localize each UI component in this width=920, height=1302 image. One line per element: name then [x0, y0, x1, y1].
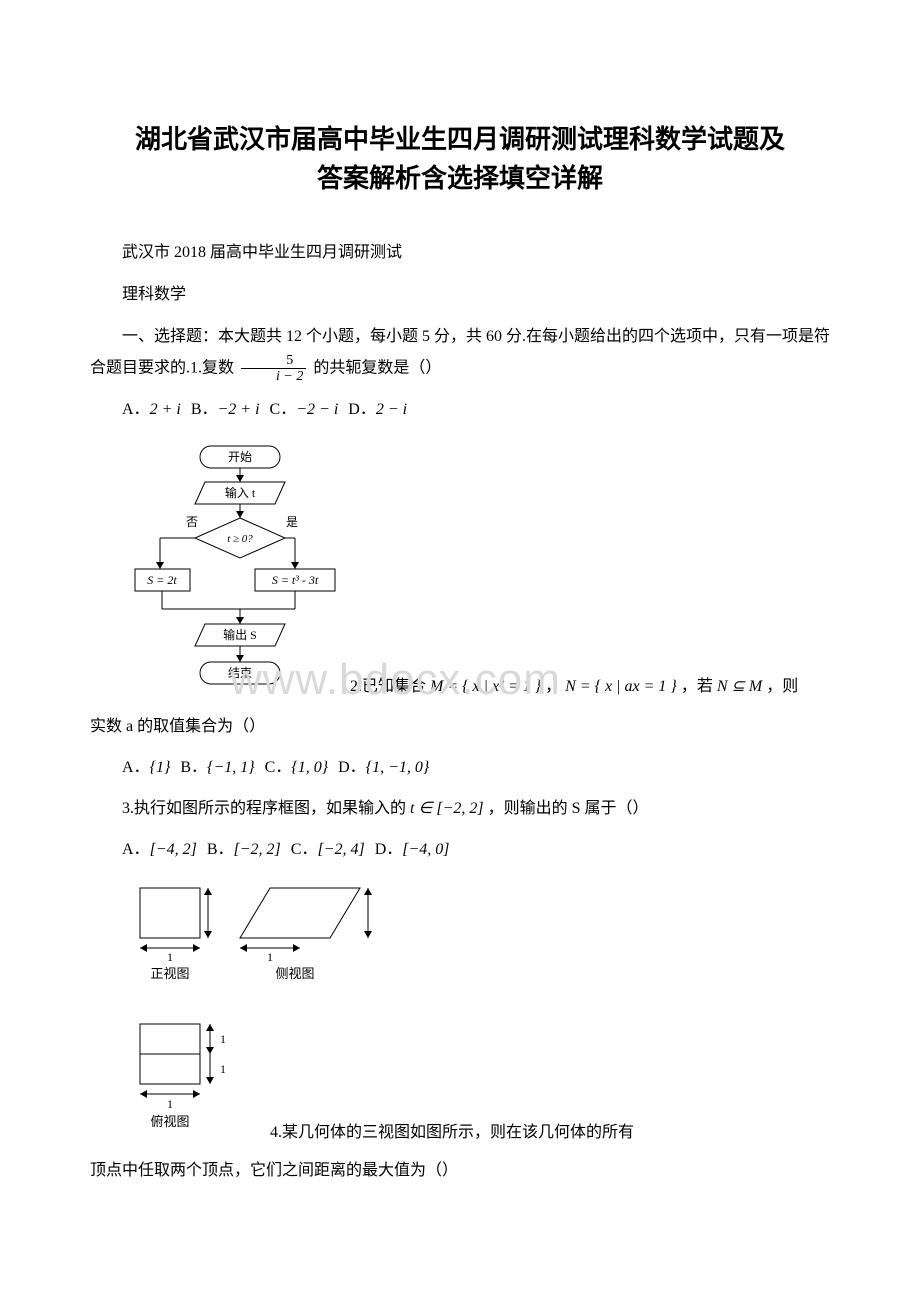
- q4-text-line1: 4.某几何体的三视图如图所示，则在该几何体的所有: [270, 1118, 634, 1156]
- fc-end: 结束: [228, 666, 252, 680]
- q2-pre: 2.已知集合: [350, 678, 430, 695]
- q1-text-pre: 一、选择题：本大题共 12 个小题，每小题 5 分，共 60 分.在每小题给出的…: [90, 328, 830, 376]
- q3-pre: 3.执行如图所示的程序框图，如果输入的: [122, 800, 410, 817]
- q3-t: t ∈ [−2, 2]: [410, 800, 484, 817]
- q1-opt-d: 2 − i: [376, 401, 407, 418]
- q1-opt-c: −2 − i: [296, 401, 338, 418]
- label-top: 俯视图: [150, 1114, 189, 1129]
- fc-output: 输出 S: [223, 627, 257, 642]
- q2-line2: 实数 a 的取值集合为（）: [90, 712, 830, 742]
- title-line1: 湖北省武汉市届高中毕业生四月调研测试理科数学试题及: [135, 125, 785, 154]
- q3-opt-a: [−4, 2]: [150, 841, 197, 858]
- subtitle: 武汉市 2018 届高中毕业生四月调研测试: [90, 238, 830, 262]
- q2-sub: N ⊆ M: [717, 678, 762, 695]
- q2-line1: 2.已知集合 M = { x | x² = 1 } ， N = { x | ax…: [350, 672, 830, 712]
- three-views: 1 正视图 1 侧视图: [130, 876, 830, 1006]
- fc-start: 开始: [228, 450, 252, 464]
- fc-yes: 是: [286, 515, 298, 529]
- fc-no: 否: [186, 515, 198, 529]
- page-title: 湖北省武汉市届高中毕业生四月调研测试理科数学试题及 答案解析含选择填空详解: [90, 120, 830, 198]
- q3-after: ，则输出的 S 属于（）: [488, 800, 649, 817]
- unit-side: 1: [267, 950, 273, 964]
- q2-after: ，则: [766, 678, 798, 695]
- unit-top-h: 1: [167, 1097, 173, 1111]
- q1-num: 5: [241, 353, 306, 369]
- subject-line: 理科数学: [90, 280, 830, 310]
- section1-intro: 一、选择题：本大题共 12 个小题，每小题 5 分，共 60 分.在每小题给出的…: [90, 322, 830, 384]
- q1-text-after: 的共轭复数是（）: [313, 359, 441, 376]
- q3-text: 3.执行如图所示的程序框图，如果输入的 t ∈ [−2, 2] ，则输出的 S …: [90, 794, 830, 824]
- q2-opt-a: {1}: [150, 759, 171, 776]
- title-line2: 答案解析含选择填空详解: [317, 164, 603, 193]
- q1-den: i − 2: [241, 369, 306, 384]
- label-front: 正视图: [150, 966, 189, 981]
- unit-top-v1: 1: [220, 1032, 226, 1046]
- q2-c1: ，: [545, 678, 561, 695]
- q1-fraction: 5 i − 2: [241, 353, 306, 385]
- q2-opt-c: {1, 0}: [291, 759, 328, 776]
- q3-options: A．[−4, 2] B．[−2, 2] C．[−2, 4] D．[−4, 0]: [90, 837, 830, 863]
- unit-front: 1: [167, 950, 173, 964]
- q2-M: M = { x | x² = 1 }: [430, 678, 541, 695]
- q4-line2: 顶点中任取两个顶点，它们之间距离的最大值为（）: [90, 1156, 830, 1186]
- q3-opt-c: [−2, 4]: [317, 841, 364, 858]
- q2-N: N = { x | ax = 1 }: [565, 678, 677, 695]
- q2-c2: ，若: [681, 678, 717, 695]
- q1-opt-b: −2 + i: [218, 401, 260, 418]
- q3-opt-b: [−2, 2]: [234, 841, 281, 858]
- label-side: 侧视图: [275, 966, 314, 981]
- unit-top-v2: 1: [220, 1062, 226, 1076]
- q1-options: A．2 + i B．−2 + i C．−2 − i D．2 − i: [90, 397, 830, 423]
- q1-opt-a: 2 + i: [150, 401, 181, 418]
- fc-right: S = t³ - 3t: [272, 573, 319, 587]
- fc-cond: t ≥ 0?: [227, 533, 253, 545]
- fc-left: S = 2t: [147, 573, 177, 587]
- q2-options: A．{1} B．{−1, 1} C．{1, 0} D．{1, −1, 0}: [90, 755, 830, 781]
- q2-opt-b: {−1, 1}: [207, 759, 255, 776]
- q2-opt-d: {1, −1, 0}: [366, 759, 430, 776]
- top-view: 1 1 1 俯视图: [130, 1016, 270, 1146]
- q3-opt-d: [−4, 0]: [402, 841, 449, 858]
- fc-input: 输入 t: [225, 485, 256, 500]
- flowchart-diagram: 开始 输入 t t ≥ 0? 否 是 S = 2t: [130, 444, 350, 704]
